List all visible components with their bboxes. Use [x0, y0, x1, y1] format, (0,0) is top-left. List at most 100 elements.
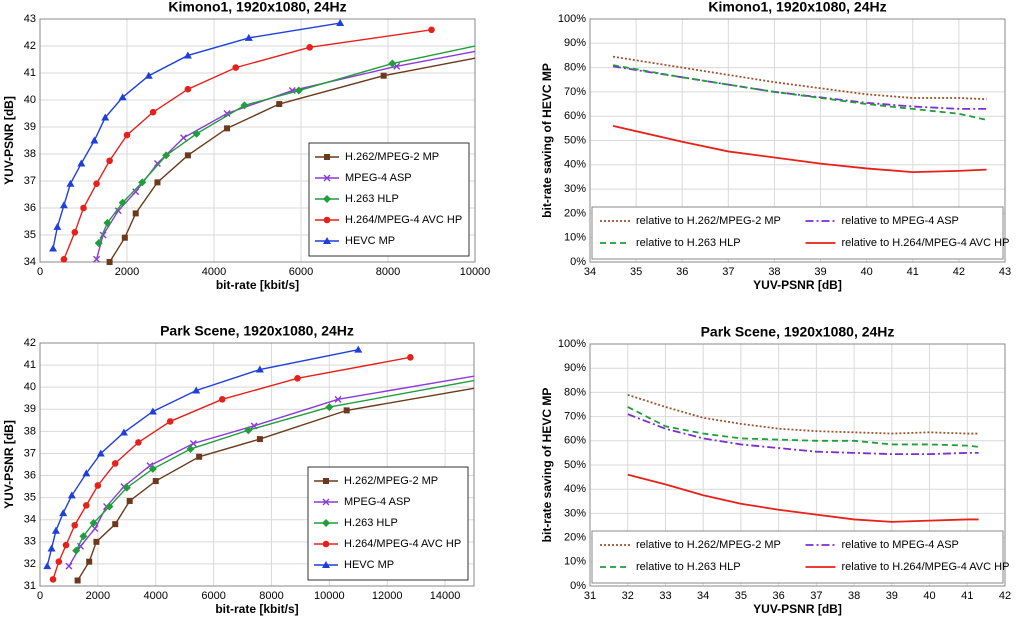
x-tick-label: 8000	[376, 266, 400, 278]
y-tick-label: 38	[24, 148, 36, 160]
y-tick-label: 50%	[564, 459, 586, 471]
legend-label: H.262/MPEG-2 MP	[344, 475, 438, 487]
marker	[118, 93, 127, 101]
legend-label: MPEG-4 ASP	[344, 496, 411, 508]
x-axis-label: YUV-PSNR [dB]	[753, 278, 842, 292]
marker	[47, 544, 56, 552]
y-tick-label: 39	[24, 403, 36, 415]
x-tick-label: 0	[37, 266, 43, 278]
x-tick-label: 10000	[314, 590, 345, 602]
marker	[218, 396, 226, 403]
y-tick-label: 31	[24, 580, 36, 592]
x-tick-label: 12000	[372, 590, 403, 602]
x-tick-label: 35	[735, 590, 747, 602]
series-line	[98, 45, 475, 244]
y-tick-label: 32	[24, 558, 36, 570]
y-tick-label: 33	[24, 536, 36, 548]
y-tick-label: 80%	[564, 62, 586, 74]
marker	[119, 428, 128, 436]
x-tick-label: 0	[37, 590, 43, 602]
marker	[94, 239, 103, 248]
marker	[294, 375, 301, 382]
chart-title: Kimono1, 1920x1080, 24Hz	[168, 0, 346, 15]
legend-label: relative to H.263 HLP	[636, 561, 741, 573]
y-tick-label: 41	[24, 359, 36, 371]
x-tick-label: 39	[814, 266, 826, 278]
x-tick-label: 2000	[115, 266, 139, 278]
marker	[126, 497, 133, 504]
y-tick-label: 70%	[564, 86, 586, 98]
marker	[101, 113, 110, 121]
marker	[112, 521, 119, 528]
marker	[106, 259, 113, 265]
marker	[256, 436, 263, 443]
marker	[223, 110, 231, 117]
marker	[380, 72, 387, 79]
legend-label: relative to H.262/MPEG-2 MP	[636, 539, 781, 551]
y-tick-label: 40%	[564, 159, 586, 171]
marker	[240, 101, 249, 110]
marker	[244, 33, 253, 41]
marker	[276, 101, 283, 108]
marker	[90, 136, 99, 144]
y-tick-label: 0%	[570, 256, 586, 268]
series-line	[627, 393, 979, 435]
marker	[114, 207, 122, 215]
marker	[323, 478, 329, 484]
y-tick-label: 42	[24, 337, 36, 349]
marker	[323, 174, 331, 182]
y-tick-label: 90%	[564, 37, 586, 49]
x-axis-label: bit-rate [kbit/s]	[216, 278, 299, 292]
marker	[138, 178, 147, 187]
marker	[154, 179, 161, 186]
marker	[428, 26, 435, 34]
marker	[189, 440, 197, 448]
marker	[65, 562, 73, 570]
y-tick-label: 36	[24, 469, 36, 481]
marker	[149, 108, 157, 116]
marker	[53, 222, 62, 230]
x-tick-label: 37	[722, 266, 734, 278]
legend-label: HEVC MP	[344, 559, 394, 571]
x-tick-label: 41	[961, 590, 973, 602]
y-tick-label: 80%	[564, 386, 586, 398]
y-tick-label: 30%	[564, 507, 586, 519]
marker	[244, 426, 253, 435]
marker	[184, 152, 191, 159]
marker	[148, 464, 157, 473]
y-tick-label: 60%	[564, 435, 586, 447]
chart-title: Kimono1, 1920x1080, 24Hz	[708, 0, 886, 15]
series-line	[77, 387, 474, 581]
y-tick-label: 10%	[564, 232, 586, 244]
y-tick-label: 20%	[564, 207, 586, 219]
chart-title: Park Scene, 1920x1080, 24Hz	[160, 323, 354, 339]
marker	[123, 131, 131, 139]
marker	[322, 540, 330, 548]
legend-label: relative to H.263 HLP	[636, 237, 741, 249]
x-tick-label: 4000	[202, 266, 226, 278]
marker	[103, 218, 112, 227]
marker	[144, 71, 153, 79]
marker	[118, 198, 127, 207]
marker	[93, 255, 101, 263]
marker	[77, 542, 85, 550]
marker	[43, 562, 52, 570]
y-tick-label: 43	[24, 13, 36, 25]
y-tick-label: 20%	[564, 532, 586, 544]
y-tick-label: 34	[24, 514, 36, 526]
x-tick-label: 39	[886, 590, 898, 602]
y-tick-label: 41	[24, 67, 36, 79]
legend-label: H.264/MPEG-4 AVC HP	[344, 538, 461, 550]
y-tick-label: 0%	[570, 580, 586, 592]
x-tick-label: 43	[999, 266, 1011, 278]
x-tick-label: 6000	[201, 590, 225, 602]
y-tick-label: 40	[24, 94, 36, 106]
x-tick-label: 2000	[86, 590, 110, 602]
legend-label: relative to MPEG-4 ASP	[842, 539, 959, 551]
marker	[49, 576, 57, 583]
legend-label: H.263 HLP	[345, 193, 399, 205]
marker	[59, 509, 68, 517]
y-tick-label: 60%	[564, 110, 586, 122]
marker	[82, 469, 91, 477]
x-tick-label: 34	[584, 266, 596, 278]
